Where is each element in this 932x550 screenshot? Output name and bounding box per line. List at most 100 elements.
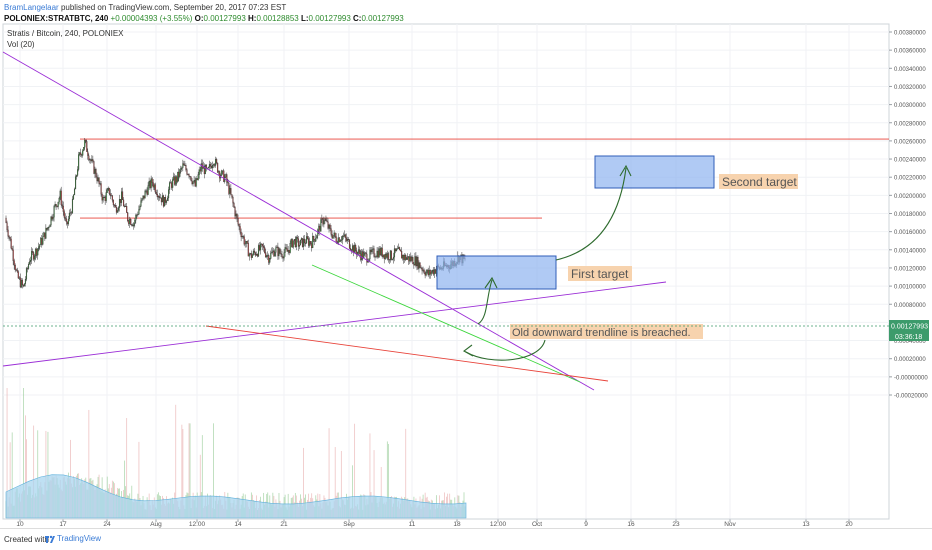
- candle-body: [300, 238, 303, 241]
- candle-body: [59, 190, 61, 199]
- volume-bar: [199, 454, 201, 518]
- candle-body: [297, 238, 299, 247]
- x-tick-label: 14: [234, 521, 242, 528]
- candle-body: [406, 257, 408, 260]
- candle-body: [223, 170, 225, 182]
- candle-body: [81, 154, 83, 156]
- candle-body: [343, 234, 345, 237]
- candle-body: [57, 201, 59, 207]
- candle-body: [69, 212, 71, 214]
- candle-body: [270, 252, 272, 259]
- candle-body: [71, 198, 74, 214]
- candle-body: [369, 249, 371, 260]
- candle-body: [301, 238, 304, 247]
- candle-body: [183, 163, 185, 166]
- volume-bar: [328, 428, 330, 518]
- candle-body: [16, 269, 18, 272]
- candle-body: [418, 262, 420, 269]
- high-label: H:: [248, 14, 257, 23]
- tradingview-link[interactable]: TradingView: [57, 534, 102, 543]
- candle-body: [359, 249, 361, 254]
- candle-body: [131, 224, 133, 226]
- second-target-box: [594, 155, 715, 189]
- candle-body: [307, 236, 309, 239]
- candle-body: [190, 176, 192, 181]
- candle-body: [314, 239, 316, 242]
- candle-body: [76, 175, 78, 177]
- candle-body: [48, 226, 50, 228]
- candle-body: [429, 269, 431, 275]
- candle-body: [330, 228, 332, 235]
- candle-body: [109, 193, 111, 196]
- candle-body: [390, 250, 392, 260]
- candle-body: [250, 253, 252, 258]
- y-tick-label: 0.00100000: [894, 285, 926, 291]
- tradingview-logo-icon: [45, 535, 55, 543]
- candle-body: [339, 240, 341, 242]
- candle-body: [127, 212, 129, 221]
- price-axis[interactable]: 0.00380000 0.00360000 0.00340000 0.00320000…: [889, 31, 928, 400]
- volume-bar: [303, 447, 304, 518]
- volume-bar: [405, 428, 407, 518]
- time-axis[interactable]: 10 17 24 Aug 12:00 14 21 Sep 11 18 12:00 Oct 9 16 23 No…: [3, 518, 889, 528]
- candle-body: [352, 245, 354, 251]
- volume-bar: [201, 435, 203, 518]
- candle-body: [42, 236, 44, 245]
- candle-body: [147, 185, 149, 195]
- arrow-to-first-target: [477, 279, 493, 325]
- candle-body: [272, 250, 274, 253]
- candle-body: [422, 269, 424, 271]
- volume-bar: [380, 467, 382, 518]
- candle-body: [203, 166, 205, 175]
- candle-body: [18, 277, 20, 279]
- candle-body: [167, 197, 169, 201]
- y-tick-label: 0.00120000: [894, 266, 926, 272]
- candle-body: [174, 176, 176, 185]
- candle-body: [326, 220, 328, 223]
- candle-body: [420, 267, 422, 269]
- candle-body: [230, 188, 232, 195]
- candle-body: [114, 205, 116, 208]
- candle-body: [247, 243, 249, 257]
- candle-body: [237, 218, 239, 225]
- candle-body: [209, 164, 212, 167]
- volume-bar: [182, 429, 184, 518]
- y-tick-label: 0.00380000: [894, 31, 926, 37]
- candle-body: [392, 256, 395, 260]
- candle-body: [399, 247, 401, 250]
- x-tick-label: 18: [453, 521, 461, 528]
- candle-body: [324, 218, 326, 221]
- candle-body: [111, 195, 113, 201]
- volume-bar: [213, 423, 214, 518]
- candle-body: [113, 204, 115, 206]
- candle-body: [119, 199, 122, 203]
- candle-body: [121, 191, 123, 203]
- candle-body: [296, 237, 298, 239]
- first-target-label: First target: [571, 267, 629, 281]
- candle-body: [378, 248, 380, 258]
- arrow-from-annotation: [465, 339, 546, 361]
- candle-body: [263, 245, 265, 248]
- candle-body: [188, 174, 190, 177]
- candle-body: [423, 269, 425, 274]
- candle-body: [34, 255, 36, 260]
- volume-bar: [373, 450, 375, 518]
- y-tick-label: 0.00240000: [894, 158, 926, 164]
- candle-body: [151, 178, 153, 183]
- candle-body: [256, 254, 259, 257]
- candle-body: [19, 277, 21, 288]
- volume-bar: [37, 430, 39, 518]
- author-link[interactable]: BramLangelaar: [4, 3, 59, 12]
- x-tick-label: 23: [672, 521, 680, 528]
- candle-body: [49, 224, 51, 228]
- candle-body: [150, 178, 152, 188]
- candle-body: [95, 169, 97, 178]
- candle-body: [56, 205, 58, 207]
- candle-body: [93, 161, 95, 174]
- candle-body: [320, 219, 322, 232]
- candle-body: [431, 269, 433, 273]
- candle-body: [94, 169, 96, 174]
- volume-bar: [47, 431, 49, 518]
- candle-body: [36, 248, 38, 256]
